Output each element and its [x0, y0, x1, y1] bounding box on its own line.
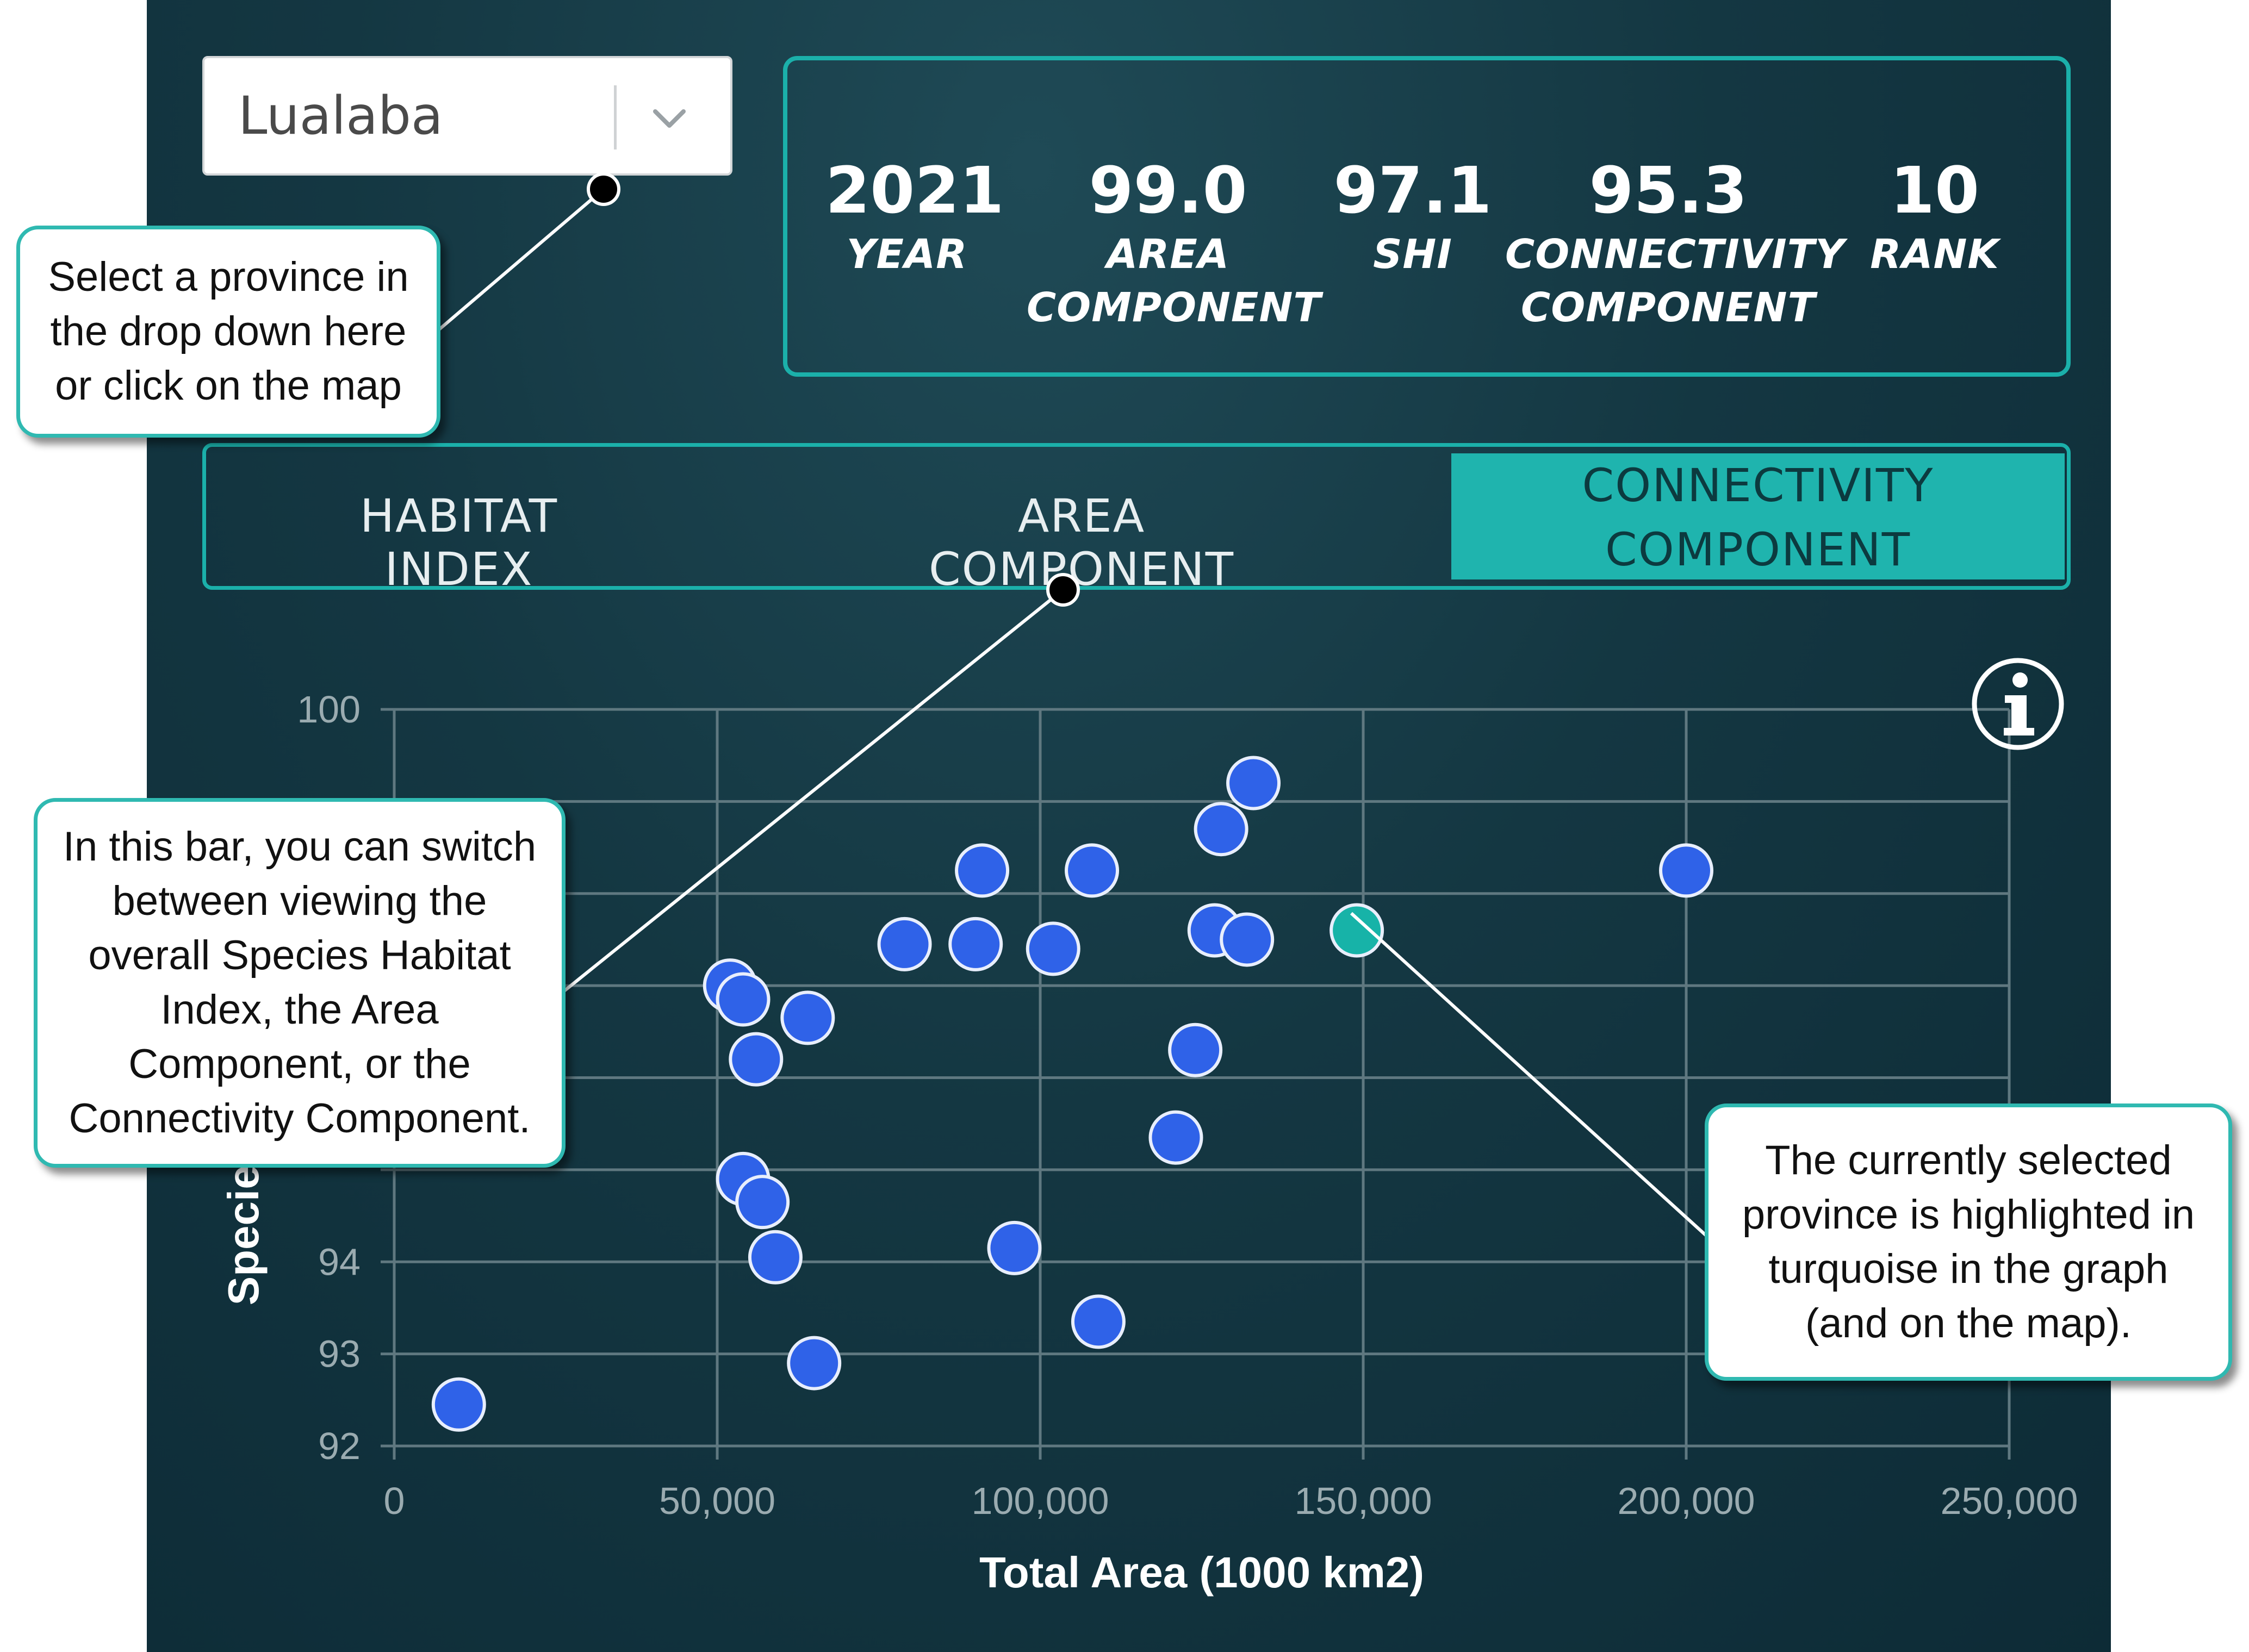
data-point: [1065, 843, 1120, 898]
callout-line: the drop down here: [50, 308, 407, 354]
chevron-down-icon[interactable]: [648, 96, 691, 140]
info-icon[interactable]: [1970, 656, 2066, 752]
data-point: [787, 1336, 842, 1391]
tab-habitat-index[interactable]: HABITAT INDEX: [282, 489, 636, 596]
tab-area-component[interactable]: AREA COMPONENT: [864, 489, 1299, 596]
y-tick-labels: 92 93 94 100: [297, 688, 361, 1467]
data-point: [1220, 912, 1275, 967]
stat-rank: 10 RANK: [1853, 153, 2016, 281]
component-tab-bar: HABITAT INDEX AREA COMPONENT CONNECTIVIT…: [202, 443, 2071, 596]
stat-label: COMPONENT: [1521, 284, 1816, 331]
x-tick-label: 200,000: [1617, 1480, 1755, 1522]
x-tick-label: 150,000: [1294, 1480, 1432, 1522]
tab-connectivity-component[interactable]: CONNECTIVITY COMPONENT: [1451, 453, 2065, 579]
tab-label: AREA COMPONENT: [928, 489, 1235, 596]
callout-line: (and on the map).: [1805, 1300, 2132, 1346]
y-tick-label: 100: [297, 688, 361, 731]
data-point: [780, 990, 835, 1045]
callout-selected-tip: The currently selected province is highl…: [1705, 1104, 2232, 1381]
callout-line: Connectivity Component.: [69, 1095, 531, 1142]
data-point: [735, 1175, 790, 1230]
data-point: [1226, 756, 1281, 811]
province-dropdown[interactable]: Lualaba: [202, 56, 732, 176]
callout-line: Select a province in: [48, 254, 409, 300]
callout-line: between viewing the: [112, 878, 487, 924]
stat-value: 99.0: [1089, 153, 1247, 228]
stat-year: 2021 YEAR: [825, 153, 1004, 281]
data-point: [1168, 1023, 1223, 1077]
callout-line: Component, or the: [128, 1041, 471, 1087]
stat-connectivity-component: 95.3 CONNECTIVITY COMPONENT: [1505, 153, 1845, 334]
selected-data-point: [1329, 903, 1384, 958]
data-point: [1071, 1294, 1126, 1349]
stat-label: CONNECTIVITY: [1505, 231, 1845, 278]
y-tick-label: 92: [318, 1425, 361, 1467]
x-tick-label: 100,000: [971, 1480, 1109, 1522]
stat-value: 2021: [825, 153, 1004, 228]
callout-line: province is highlighted in: [1742, 1192, 2195, 1238]
y-tick-label: 94: [318, 1240, 361, 1283]
callout-line: or click on the map: [55, 363, 402, 409]
data-point: [1026, 921, 1080, 976]
data-point: [877, 917, 932, 971]
y-axis-label: Species: [219, 1141, 268, 1305]
callout-line: In this bar, you can switch: [63, 824, 537, 870]
data-point: [1194, 802, 1248, 857]
x-tick-label: 250,000: [1940, 1480, 2078, 1522]
data-point: [987, 1220, 1042, 1275]
stat-value: 10: [1890, 153, 1980, 228]
callout-line: turquoise in the graph: [1768, 1246, 2169, 1292]
data-point: [729, 1032, 784, 1087]
data-point: [1148, 1110, 1203, 1165]
data-points: [431, 756, 1713, 1432]
x-tick-label: 50,000: [659, 1480, 775, 1522]
tab-label: HABITAT INDEX: [359, 489, 558, 596]
stat-area-component: 99.0 AREA COMPONENT: [1027, 153, 1321, 334]
callout-dropdown-tip: Select a province in the drop down here …: [16, 226, 440, 438]
stat-label: YEAR: [846, 231, 968, 278]
data-point: [1659, 843, 1713, 898]
data-point: [955, 843, 1010, 898]
x-tick-labels: 0 50,000 100,000 150,000 200,000 250,000: [384, 1480, 2078, 1522]
stat-value: 97.1: [1333, 153, 1492, 228]
stat-label: AREA: [1106, 231, 1230, 278]
stat-label: SHI: [1373, 231, 1452, 278]
callout-line: Index, the Area: [160, 987, 439, 1033]
tab-label: COMPONENT: [1605, 523, 1911, 576]
x-tick-label: 0: [384, 1480, 405, 1522]
stats-box: 2021 YEAR 99.0 AREA COMPONENT 97.1 SHI 9…: [783, 56, 2071, 377]
data-point: [948, 917, 1003, 971]
callout-tabs-tip: In this bar, you can switch between view…: [34, 798, 566, 1168]
stat-shi: 97.1 SHI: [1331, 153, 1494, 281]
dropdown-separator: [614, 85, 617, 149]
dropdown-selected-value: Lualaba: [238, 85, 443, 146]
stat-label: COMPONENT: [1027, 284, 1321, 331]
data-point: [431, 1377, 486, 1432]
data-point: [748, 1230, 803, 1285]
data-point: [716, 972, 771, 1027]
stat-value: 95.3: [1589, 153, 1748, 228]
callout-line: overall Species Habitat: [88, 932, 511, 978]
x-axis-label: Total Area (1000 km2): [979, 1548, 1424, 1597]
stat-label: RANK: [1870, 231, 1999, 278]
y-tick-label: 93: [318, 1333, 361, 1375]
tab-label: CONNECTIVITY: [1582, 459, 1934, 512]
callout-line: The currently selected: [1765, 1137, 2172, 1183]
